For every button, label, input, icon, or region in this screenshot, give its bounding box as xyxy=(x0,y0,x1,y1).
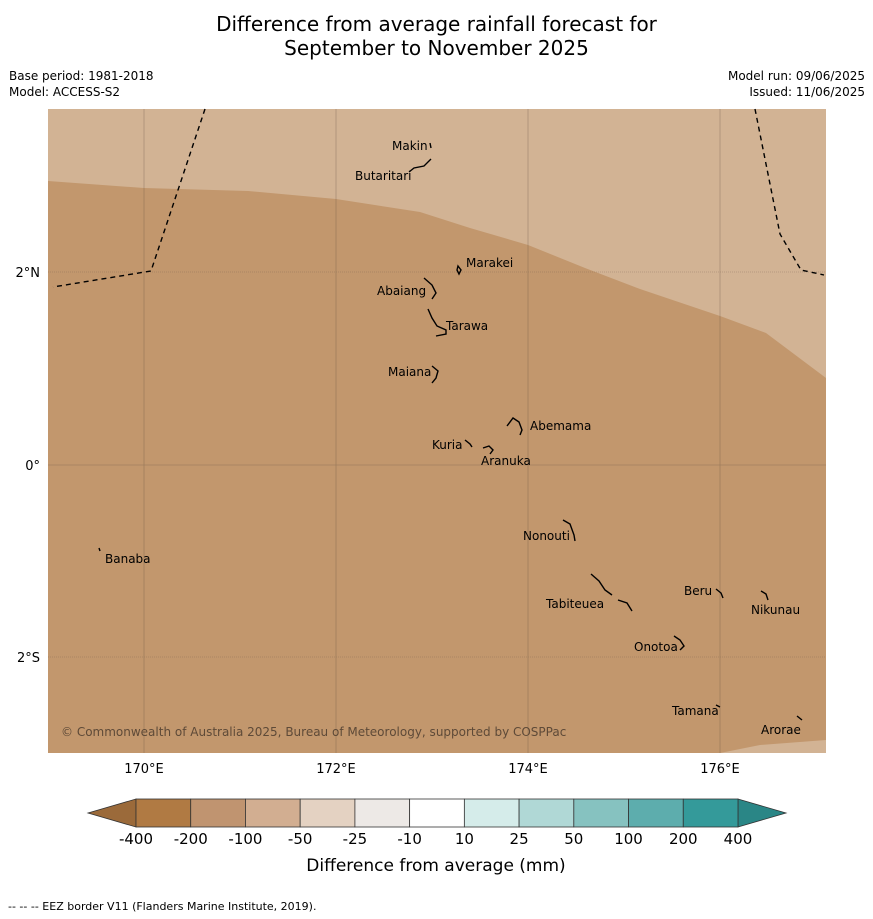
islands xyxy=(98,142,803,721)
label-beru: Beru xyxy=(684,584,712,598)
colorbar-segment xyxy=(573,798,629,828)
eez-borders xyxy=(52,108,825,288)
label-tarawa: Tarawa xyxy=(445,319,488,333)
colorbar-segments xyxy=(135,798,739,828)
label-kuria: Kuria xyxy=(432,438,463,452)
model-run: Model run: 09/06/2025 xyxy=(727,69,865,83)
colorbar-segment xyxy=(628,798,684,828)
label-makin: Makin xyxy=(392,139,428,153)
colorbar-low-extension xyxy=(86,798,137,828)
island-aranuka xyxy=(482,445,494,455)
island-banaba xyxy=(98,547,101,552)
island-nonouti xyxy=(562,519,576,542)
colorbar-tick-label: -10 xyxy=(397,830,422,848)
lon-label-176: 176°E xyxy=(700,762,740,777)
colorbar-tick-label: -100 xyxy=(228,830,262,848)
colorbar-high-extension xyxy=(737,798,788,828)
colorbar-labels: -400 -200 -100 -50 -25 -10 10 25 50 100 200 400 xyxy=(119,830,752,848)
longitude-labels: 170°E 172°E 174°E 176°E xyxy=(124,762,740,777)
graticule xyxy=(48,109,826,753)
colorbar-title: Difference from average (mm) xyxy=(306,856,565,876)
island-arorae xyxy=(796,715,803,721)
island-butaritari xyxy=(408,158,432,173)
model-name: Model: ACCESS-S2 xyxy=(9,85,121,99)
island-kuria xyxy=(464,439,473,448)
anomaly-region-light xyxy=(48,109,826,378)
label-maiana: Maiana xyxy=(388,365,431,379)
colorbar-segment xyxy=(463,798,520,828)
label-onotoa: Onotoa xyxy=(634,640,678,654)
label-marakei: Marakei xyxy=(466,256,513,270)
lon-label-170: 170°E xyxy=(124,762,164,777)
eez-border-east xyxy=(754,108,825,276)
map-title: Difference from average rainfall forecas… xyxy=(0,12,873,60)
island-tarawa xyxy=(427,308,447,337)
label-nikunau: Nikunau xyxy=(751,603,800,617)
island-tamana xyxy=(715,704,721,708)
colorbar-tick-label: 50 xyxy=(564,830,583,848)
island-marakei xyxy=(456,264,462,276)
title-line-2: September to November 2025 xyxy=(284,36,589,60)
colorbar-tick-label: 25 xyxy=(510,830,529,848)
island-abemama xyxy=(506,417,523,436)
island-beru xyxy=(715,588,724,599)
label-tamana: Tamana xyxy=(671,704,719,718)
lat-label-0: 0° xyxy=(25,459,40,474)
island-tabiteuea xyxy=(590,573,633,612)
label-banaba: Banaba xyxy=(105,552,151,566)
colorbar-tick-label: -50 xyxy=(288,830,313,848)
label-arorae: Arorae xyxy=(761,723,801,737)
colorbar-segment xyxy=(518,798,575,828)
colorbar-segment xyxy=(135,798,192,828)
colorbar-segment xyxy=(245,798,301,828)
base-period: Base period: 1981-2018 xyxy=(9,69,154,83)
colorbar-segment xyxy=(190,798,246,828)
issued-date: Issued: 11/06/2025 xyxy=(749,85,865,99)
colorbar-segment xyxy=(409,798,465,828)
island-labels: Makin Butaritari Marakei Abaiang Tarawa … xyxy=(105,139,801,737)
label-abaiang: Abaiang xyxy=(377,284,426,298)
island-abaiang xyxy=(423,277,437,300)
island-makin xyxy=(429,142,432,149)
label-abemama: Abemama xyxy=(530,419,591,433)
colorbar-tick-label: 100 xyxy=(614,830,643,848)
label-aranuka: Aranuka xyxy=(481,454,531,468)
title-line-1: Difference from average rainfall forecas… xyxy=(216,12,657,36)
island-maiana xyxy=(431,365,439,384)
lon-label-174: 174°E xyxy=(508,762,548,777)
eez-border-west xyxy=(52,108,206,288)
latitude-labels: 2°N 0° 2°S xyxy=(16,266,41,666)
lon-label-172: 172°E xyxy=(316,762,356,777)
colorbar: -400 -200 -100 -50 -25 -10 10 25 50 100 200 400 Dif… xyxy=(86,798,788,876)
meta-left: Base period: 1981-2018 Model: ACCESS-S2 xyxy=(9,68,154,100)
legend-footnote: -- -- -- EEZ border V11 (Flanders Marine… xyxy=(8,900,317,913)
copyright-notice: © Commonwealth of Australia 2025, Bureau… xyxy=(61,725,566,739)
anomaly-region-light-south xyxy=(720,740,826,753)
label-nonouti: Nonouti xyxy=(523,529,570,543)
meta-right: Model run: 09/06/2025 Issued: 11/06/2025 xyxy=(728,68,865,100)
label-butaritari: Butaritari xyxy=(355,169,412,183)
colorbar-segment xyxy=(299,798,356,828)
island-nikunau xyxy=(760,590,769,601)
lat-label-2s: 2°S xyxy=(17,651,40,666)
colorbar-tick-label: -25 xyxy=(343,830,368,848)
colorbar-tick-label: 10 xyxy=(455,830,474,848)
island-onotoa xyxy=(673,635,685,651)
colorbar-tick-label: -400 xyxy=(119,830,153,848)
colorbar-tick-label: -200 xyxy=(174,830,208,848)
colorbar-tick-label: 200 xyxy=(669,830,698,848)
colorbar-tick-label: 400 xyxy=(724,830,753,848)
colorbar-segment xyxy=(682,798,739,828)
label-tabiteuea: Tabiteuea xyxy=(545,597,604,611)
colorbar-segment xyxy=(354,798,411,828)
lat-label-2n: 2°N xyxy=(16,266,41,281)
